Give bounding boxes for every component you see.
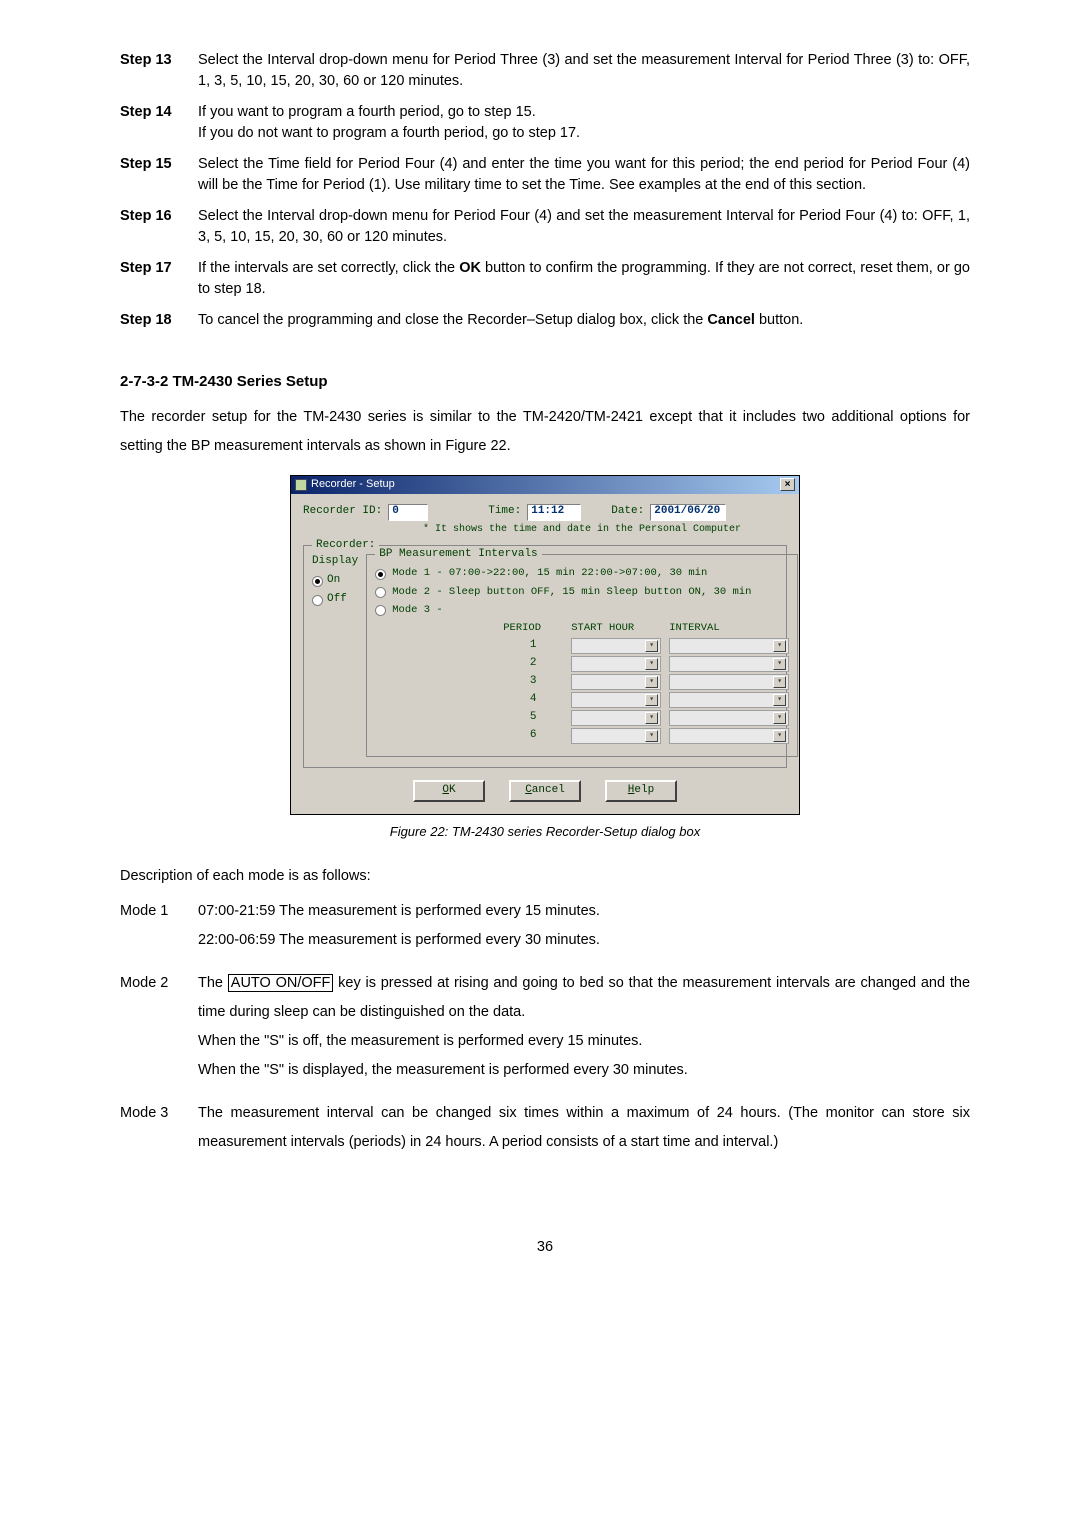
step-13: Step 13 Select the Interval drop-down me…: [120, 50, 970, 92]
time-label: Time:: [488, 504, 521, 520]
recorder-id-label: Recorder ID:: [303, 504, 382, 520]
description-intro: Description of each mode is as follows:: [120, 866, 970, 887]
start-hour-dropdown[interactable]: ▾: [571, 728, 661, 744]
col-start-hour: START HOUR: [571, 621, 661, 636]
col-interval: INTERVAL: [669, 621, 789, 636]
bp-intervals-fieldset: Mode 1 - 07:00->22:00, 15 min 22:00->07:…: [366, 554, 798, 757]
start-hour-dropdown[interactable]: ▾: [571, 674, 661, 690]
mode-2-label: Mode 2: [120, 969, 198, 1085]
chevron-down-icon: ▾: [773, 658, 786, 670]
time-note: * It shows the time and date in the Pers…: [423, 523, 787, 538]
page-number: 36: [120, 1237, 970, 1258]
mode-1-block: Mode 1 07:00-21:59 The measurement is pe…: [120, 897, 970, 955]
step-18: Step 18 To cancel the programming and cl…: [120, 310, 970, 331]
ok-button[interactable]: OK: [413, 780, 485, 802]
app-icon: [295, 479, 307, 491]
auto-onoff-key: AUTO ON/OFF: [228, 974, 334, 992]
time-field[interactable]: 11:12: [527, 504, 581, 521]
period-row: 3▾▾: [445, 674, 789, 690]
section-heading: 2-7-3-2 TM-2430 Series Setup: [120, 371, 970, 393]
period-row: 4▾▾: [445, 692, 789, 708]
mode-1-label: Mode 1: [120, 897, 198, 955]
period-row: 5▾▾: [445, 710, 789, 726]
chevron-down-icon: ▾: [645, 676, 658, 688]
recorder-setup-dialog: Recorder - Setup × Recorder ID: 0 Time: …: [290, 475, 800, 815]
interval-dropdown[interactable]: ▾: [669, 692, 789, 708]
step-14: Step 14 If you want to program a fourth …: [120, 102, 970, 144]
step-label: Step 18: [120, 310, 198, 331]
display-on-radio[interactable]: On: [312, 573, 358, 589]
section-paragraph: The recorder setup for the TM-2430 serie…: [120, 403, 970, 461]
step-label: Step 13: [120, 50, 198, 92]
close-icon[interactable]: ×: [780, 478, 795, 491]
mode3-radio[interactable]: Mode 3 -: [375, 603, 789, 618]
interval-dropdown[interactable]: ▾: [669, 710, 789, 726]
chevron-down-icon: ▾: [645, 694, 658, 706]
chevron-down-icon: ▾: [773, 694, 786, 706]
cancel-button[interactable]: Cancel: [509, 780, 581, 802]
start-hour-dropdown[interactable]: ▾: [571, 638, 661, 654]
chevron-down-icon: ▾: [645, 658, 658, 670]
mode-2-body: The AUTO ON/OFF key is pressed at rising…: [198, 969, 970, 1085]
mode-3-body: The measurement interval can be changed …: [198, 1099, 970, 1157]
step-15: Step 15 Select the Time field for Period…: [120, 154, 970, 196]
step-text: To cancel the programming and close the …: [198, 310, 970, 331]
mode-3-label: Mode 3: [120, 1099, 198, 1157]
chevron-down-icon: ▾: [645, 640, 658, 652]
dialog-screenshot: Recorder - Setup × Recorder ID: 0 Time: …: [120, 475, 970, 815]
interval-dropdown[interactable]: ▾: [669, 728, 789, 744]
start-hour-dropdown[interactable]: ▾: [571, 656, 661, 672]
step-label: Step 15: [120, 154, 198, 196]
interval-dropdown[interactable]: ▾: [669, 656, 789, 672]
display-off-radio[interactable]: Off: [312, 592, 358, 608]
step-17: Step 17 If the intervals are set correct…: [120, 258, 970, 300]
date-field[interactable]: 2001/06/20: [650, 504, 726, 521]
mode-3-block: Mode 3 The measurement interval can be c…: [120, 1099, 970, 1157]
mode-1-body: 07:00-21:59 The measurement is performed…: [198, 897, 970, 955]
recorder-id-field[interactable]: 0: [388, 504, 428, 521]
recorder-fieldset: Display On Off Mode 1 - 07:00->22:00, 15…: [303, 545, 787, 768]
chevron-down-icon: ▾: [645, 712, 658, 724]
chevron-down-icon: ▾: [773, 640, 786, 652]
start-hour-dropdown[interactable]: ▾: [571, 692, 661, 708]
mode2-radio[interactable]: Mode 2 - Sleep button OFF, 15 min Sleep …: [375, 585, 789, 600]
period-row: 6▾▾: [445, 728, 789, 744]
col-period: PERIOD: [503, 621, 563, 636]
date-label: Date:: [611, 504, 644, 520]
step-label: Step 16: [120, 206, 198, 248]
chevron-down-icon: ▾: [773, 712, 786, 724]
chevron-down-icon: ▾: [773, 730, 786, 742]
display-label: Display: [312, 554, 358, 570]
period-row: 2▾▾: [445, 656, 789, 672]
step-label: Step 17: [120, 258, 198, 300]
dialog-title: Recorder - Setup: [311, 477, 395, 493]
step-16: Step 16 Select the Interval drop-down me…: [120, 206, 970, 248]
step-text: Select the Interval drop-down menu for P…: [198, 50, 970, 92]
step-text: Select the Interval drop-down menu for P…: [198, 206, 970, 248]
help-button[interactable]: Help: [605, 780, 677, 802]
period-row: 1▾▾: [445, 638, 789, 654]
titlebar: Recorder - Setup ×: [291, 476, 799, 494]
figure-caption: Figure 22: TM-2430 series Recorder-Setup…: [120, 823, 970, 842]
chevron-down-icon: ▾: [645, 730, 658, 742]
start-hour-dropdown[interactable]: ▾: [571, 710, 661, 726]
interval-dropdown[interactable]: ▾: [669, 674, 789, 690]
mode1-radio[interactable]: Mode 1 - 07:00->22:00, 15 min 22:00->07:…: [375, 566, 789, 581]
step-text: If you want to program a fourth period, …: [198, 102, 970, 144]
interval-dropdown[interactable]: ▾: [669, 638, 789, 654]
mode-2-block: Mode 2 The AUTO ON/OFF key is pressed at…: [120, 969, 970, 1085]
chevron-down-icon: ▾: [773, 676, 786, 688]
step-text: Select the Time field for Period Four (4…: [198, 154, 970, 196]
step-list: Step 13 Select the Interval drop-down me…: [120, 50, 970, 331]
step-label: Step 14: [120, 102, 198, 144]
step-text: If the intervals are set correctly, clic…: [198, 258, 970, 300]
